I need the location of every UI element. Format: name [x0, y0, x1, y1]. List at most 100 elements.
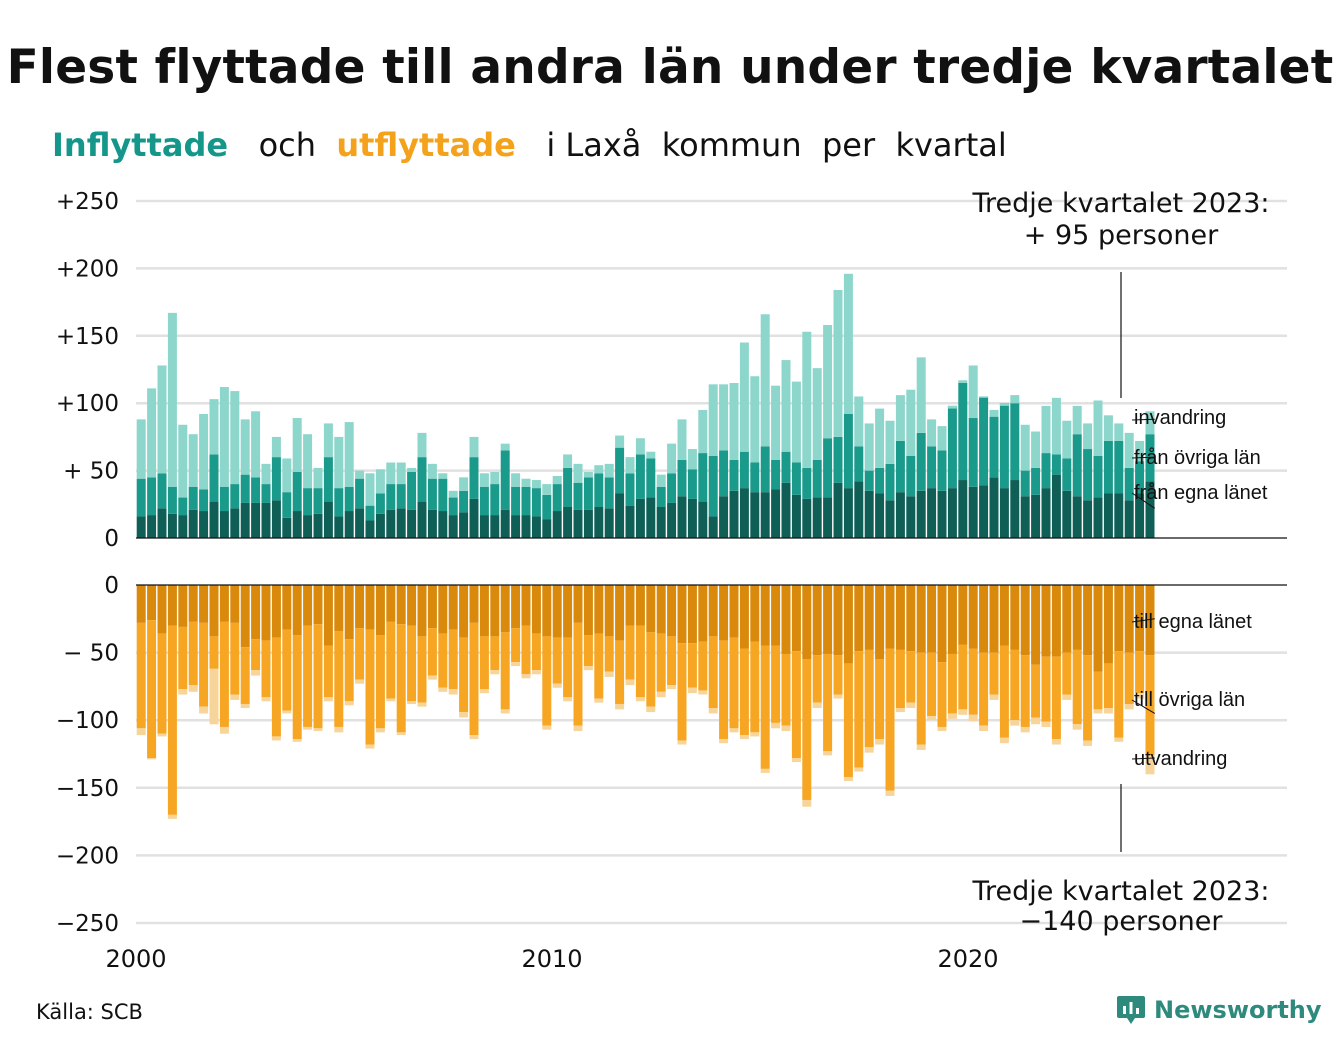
bar-in-own — [979, 485, 989, 538]
bar-in-other — [136, 478, 146, 517]
bar-in-own — [885, 500, 895, 538]
bar-out-own — [1041, 585, 1051, 657]
bar-out-emigration — [719, 739, 729, 744]
chart-subtitle: Inflyttade och utflyttade i Laxå kommun … — [52, 126, 1007, 164]
bar-out-emigration — [438, 687, 448, 692]
bar-in-own — [344, 511, 354, 538]
bar-in-other — [542, 494, 552, 520]
bar-in-other — [323, 457, 333, 502]
bar-out-own — [396, 585, 406, 625]
bar-in-immigration — [136, 419, 146, 479]
bar-in-immigration — [313, 467, 323, 489]
y-tick-label-bottom: −150 — [56, 776, 119, 802]
bar-in-other — [667, 473, 677, 503]
bar-out-emigration — [573, 725, 583, 732]
bar-in-immigration — [927, 419, 937, 447]
bar-in-own — [230, 508, 240, 538]
bar-in-own — [521, 515, 531, 538]
bar-in-other — [282, 492, 292, 518]
bar-in-own — [1103, 493, 1113, 538]
bar-in-own — [1114, 493, 1124, 538]
bar-in-own — [937, 490, 947, 538]
bar-out-own — [604, 585, 614, 637]
bar-in-own — [687, 498, 697, 538]
bar-out-own — [947, 585, 957, 654]
subtitle-och: och — [258, 126, 317, 164]
bar-in-own — [375, 513, 385, 538]
bar-in-own — [407, 509, 417, 538]
bar-in-own — [157, 508, 167, 538]
bar-in-immigration — [271, 436, 281, 458]
series-label-leader — [1131, 618, 1155, 623]
bar-in-own — [209, 501, 219, 538]
bar-out-other — [719, 640, 729, 740]
bar-out-own — [594, 585, 604, 634]
brand-name: Newsworthy — [1154, 996, 1322, 1024]
bar-in-other — [968, 418, 978, 487]
series-label-fran-egna-lanet: från egna länet — [1134, 482, 1268, 504]
bar-in-immigration — [355, 470, 365, 479]
bar-in-other — [292, 471, 302, 512]
bar-out-own — [563, 585, 573, 638]
subtitle-utflyttade: utflyttade — [336, 126, 516, 164]
bar-out-other — [490, 636, 500, 671]
bar-in-own — [760, 492, 770, 538]
bar-out-emigration — [1051, 739, 1061, 745]
bar-in-other — [698, 453, 708, 502]
bar-out-other — [469, 622, 479, 736]
bar-out-emigration — [656, 691, 666, 698]
bar-in-other — [958, 382, 968, 481]
bar-out-emigration — [1124, 703, 1134, 710]
bar-in-immigration — [958, 380, 968, 383]
bar-in-other — [687, 469, 697, 499]
bar-out-emigration — [1072, 724, 1082, 730]
bar-out-emigration — [802, 799, 812, 807]
bar-out-emigration — [760, 768, 770, 773]
bar-out-emigration — [375, 728, 385, 733]
bar-in-immigration — [344, 422, 354, 487]
bar-out-emigration — [864, 747, 874, 753]
bar-in-own — [802, 498, 812, 538]
bar-in-own — [251, 502, 261, 538]
bar-in-other — [989, 416, 999, 478]
bar-in-own — [927, 488, 937, 538]
bar-in-immigration — [615, 435, 625, 448]
brand-logo[interactable]: Newsworthy — [1116, 994, 1322, 1026]
bar-out-other — [417, 636, 427, 703]
bar-out-emigration — [604, 671, 614, 677]
series-label-leader — [1131, 418, 1155, 421]
bar-out-emigration — [417, 702, 427, 707]
bar-in-other — [1114, 440, 1124, 494]
bar-out-emigration — [1093, 709, 1103, 714]
bar-out-other — [989, 652, 999, 695]
bar-in-immigration — [490, 471, 500, 485]
bar-in-own — [323, 501, 333, 538]
bar-in-immigration — [708, 384, 718, 456]
bar-out-emigration — [157, 733, 167, 737]
bars-utflyttade — [136, 585, 1155, 819]
bar-in-other — [1031, 467, 1041, 495]
bar-out-own — [999, 585, 1009, 646]
bar-in-own — [552, 511, 562, 538]
bar-in-other — [1051, 454, 1061, 475]
bar-out-emigration — [708, 708, 718, 714]
bar-in-other — [1072, 434, 1082, 497]
bar-in-own — [958, 480, 968, 538]
bar-in-immigration — [427, 463, 437, 479]
bar-in-immigration — [1020, 424, 1030, 471]
bar-out-emigration — [448, 689, 458, 695]
bar-out-other — [708, 636, 718, 709]
bar-out-emigration — [292, 739, 302, 742]
bar-out-other — [552, 637, 562, 684]
bar-out-other — [365, 629, 375, 745]
bar-out-other — [230, 622, 240, 695]
bar-out-other — [511, 628, 521, 663]
bar-in-other — [823, 438, 833, 498]
bar-out-own — [542, 585, 552, 637]
bar-out-own — [292, 585, 302, 636]
bar-in-immigration — [1051, 397, 1061, 455]
bar-out-other — [999, 645, 1009, 738]
bar-in-immigration — [698, 409, 708, 454]
bar-in-other — [833, 436, 843, 483]
bar-out-own — [490, 585, 500, 637]
